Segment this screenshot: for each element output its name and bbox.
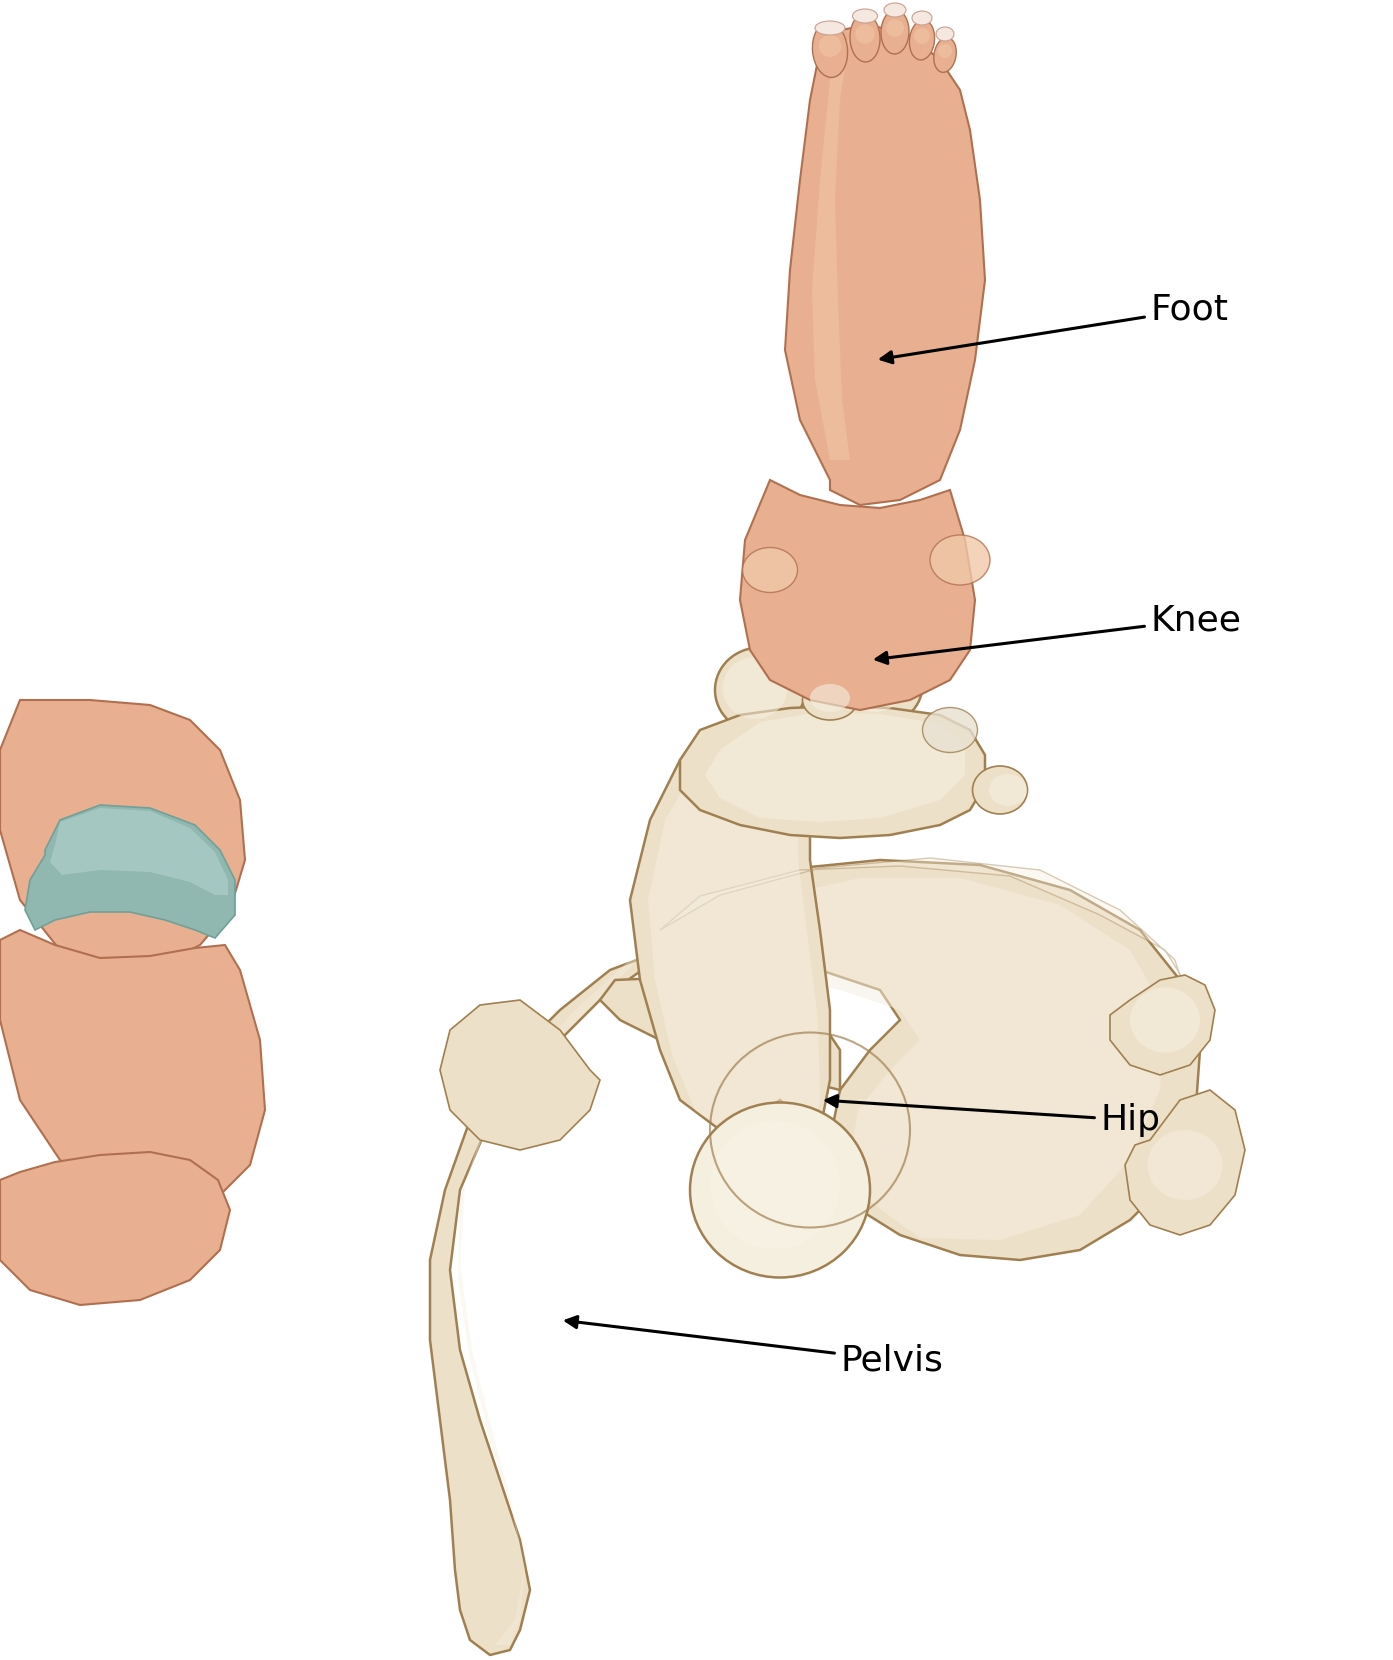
Polygon shape (0, 930, 265, 1215)
Polygon shape (786, 25, 985, 505)
Polygon shape (430, 950, 670, 1655)
Ellipse shape (885, 3, 905, 17)
Ellipse shape (812, 23, 847, 78)
Ellipse shape (850, 13, 880, 61)
Polygon shape (680, 706, 985, 838)
Ellipse shape (1148, 1130, 1223, 1200)
Polygon shape (701, 1101, 840, 1270)
Polygon shape (630, 730, 880, 1155)
Polygon shape (670, 860, 1199, 1260)
Ellipse shape (715, 647, 805, 732)
Ellipse shape (690, 1102, 871, 1278)
Polygon shape (812, 28, 880, 460)
Polygon shape (0, 701, 245, 969)
Ellipse shape (880, 10, 910, 55)
Ellipse shape (855, 25, 875, 43)
Ellipse shape (723, 657, 787, 719)
Polygon shape (600, 978, 840, 1091)
Polygon shape (440, 999, 600, 1150)
Polygon shape (740, 480, 975, 710)
Ellipse shape (742, 548, 798, 593)
Polygon shape (660, 858, 1199, 1041)
Ellipse shape (937, 45, 953, 58)
Ellipse shape (912, 12, 932, 25)
Polygon shape (1110, 974, 1215, 1076)
Ellipse shape (809, 684, 850, 712)
Ellipse shape (819, 35, 841, 56)
Ellipse shape (853, 8, 878, 23)
Polygon shape (25, 805, 235, 938)
Polygon shape (648, 760, 820, 1149)
Polygon shape (705, 712, 965, 822)
Ellipse shape (933, 38, 956, 73)
Polygon shape (50, 808, 228, 895)
Text: Foot: Foot (882, 294, 1229, 364)
Polygon shape (458, 958, 639, 1645)
Ellipse shape (922, 707, 978, 752)
Text: Knee: Knee (876, 603, 1241, 664)
Text: Hip: Hip (826, 1096, 1160, 1137)
Ellipse shape (1130, 988, 1199, 1052)
Ellipse shape (844, 654, 905, 712)
Ellipse shape (910, 20, 935, 60)
Polygon shape (1126, 1091, 1245, 1235)
Ellipse shape (815, 22, 846, 35)
Text: Pelvis: Pelvis (566, 1316, 943, 1378)
Ellipse shape (914, 28, 931, 45)
Ellipse shape (886, 20, 904, 37)
Polygon shape (701, 878, 1165, 1240)
Ellipse shape (936, 27, 954, 42)
Ellipse shape (931, 535, 990, 584)
Polygon shape (0, 1152, 230, 1305)
Ellipse shape (972, 765, 1028, 813)
Ellipse shape (837, 646, 922, 725)
Ellipse shape (802, 681, 858, 720)
Ellipse shape (710, 1120, 840, 1248)
Ellipse shape (989, 774, 1027, 807)
